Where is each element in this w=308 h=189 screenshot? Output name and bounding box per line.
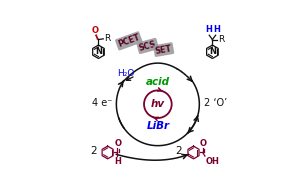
Text: H: H [213, 26, 220, 34]
Text: R: R [218, 35, 224, 44]
Text: PCET: PCET [116, 33, 141, 49]
Text: 2: 2 [176, 146, 182, 156]
Text: 4 e⁻: 4 e⁻ [92, 98, 112, 108]
Text: 2: 2 [90, 146, 96, 156]
Text: H: H [114, 157, 121, 166]
Text: OH: OH [205, 157, 219, 166]
Text: SCS: SCS [138, 39, 157, 53]
Text: H₂O: H₂O [117, 69, 135, 77]
Text: O: O [114, 139, 121, 148]
Text: 2 ‘O’: 2 ‘O’ [204, 98, 227, 108]
Text: acid: acid [146, 77, 170, 87]
Text: N: N [209, 47, 216, 56]
Text: hv: hv [151, 99, 165, 109]
Text: R: R [104, 34, 110, 43]
Text: LiBr: LiBr [146, 121, 169, 131]
Text: O: O [200, 139, 207, 148]
Text: H: H [205, 26, 212, 34]
Text: N: N [95, 47, 102, 56]
Text: O: O [92, 26, 99, 35]
Text: SET: SET [155, 44, 173, 56]
